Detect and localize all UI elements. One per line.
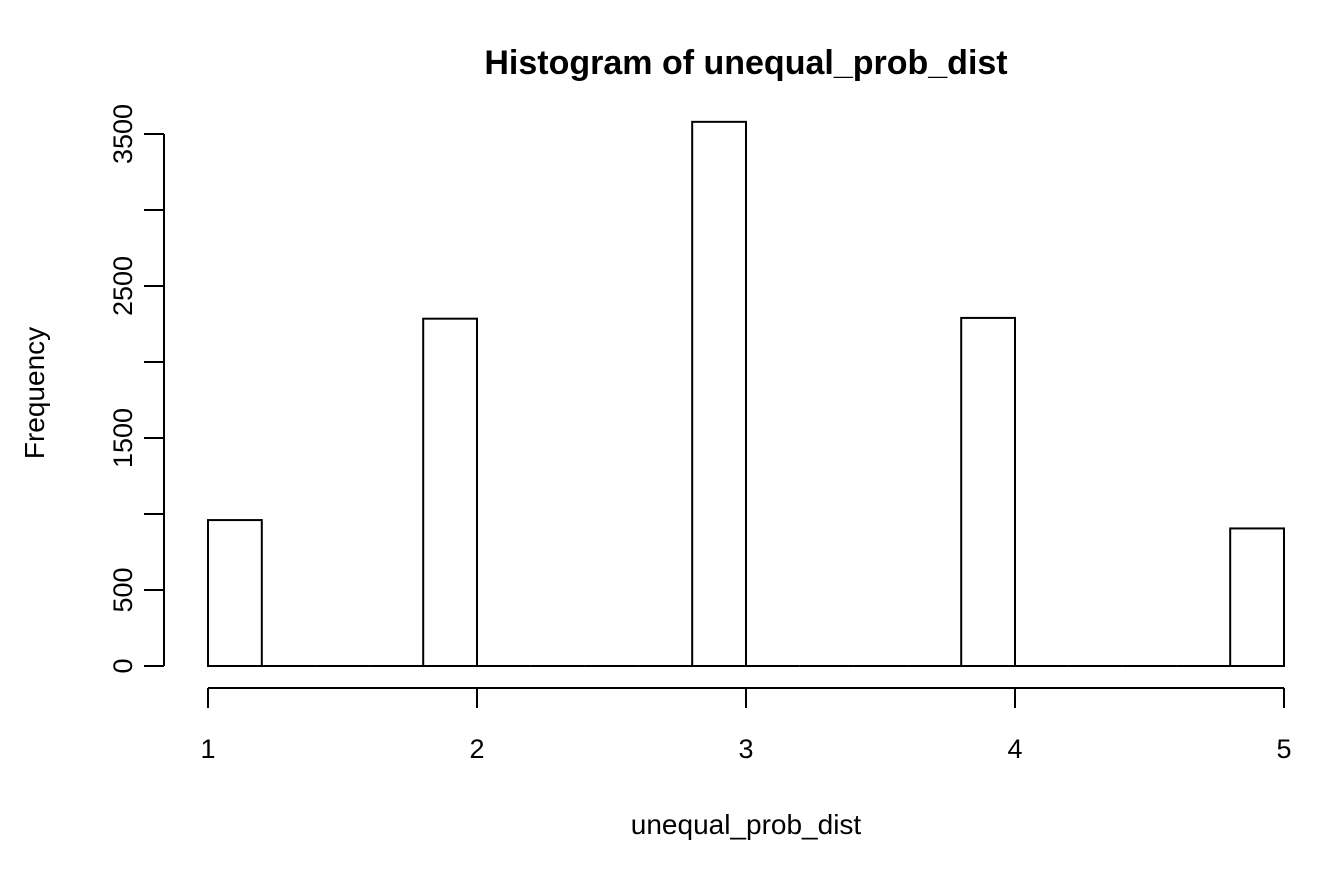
histogram-bar-14: [960, 316, 1017, 667]
y-tick-label-3: 1500: [108, 408, 138, 468]
y-axis-label: Frequency: [19, 327, 50, 459]
x-tick-label-3: 4: [1007, 734, 1022, 764]
histogram-bar-4: [422, 317, 479, 667]
histogram-bar-19: [1229, 527, 1285, 667]
x-tick-label-4: 5: [1276, 734, 1291, 764]
y-tick-label-7: 3500: [108, 104, 138, 164]
bars-group: [207, 120, 1285, 668]
x-tick-label-1: 2: [469, 734, 484, 764]
x-axis: 1 2 3 4 5: [200, 687, 1292, 764]
y-tick-label-1: 500: [108, 567, 138, 612]
x-tick-label-2: 3: [738, 734, 753, 764]
y-tick-label-5: 2500: [108, 256, 138, 316]
histogram-bar-0: [207, 519, 263, 668]
y-tick-label-0: 0: [108, 658, 138, 673]
x-axis-label: unequal_prob_dist: [631, 809, 862, 840]
chart-title: Histogram of unequal_prob_dist: [484, 44, 1007, 82]
histogram-bar-9: [691, 120, 748, 667]
x-tick-label-0: 1: [200, 734, 215, 764]
y-axis: 0 500 1500 2500 3500: [108, 104, 165, 674]
